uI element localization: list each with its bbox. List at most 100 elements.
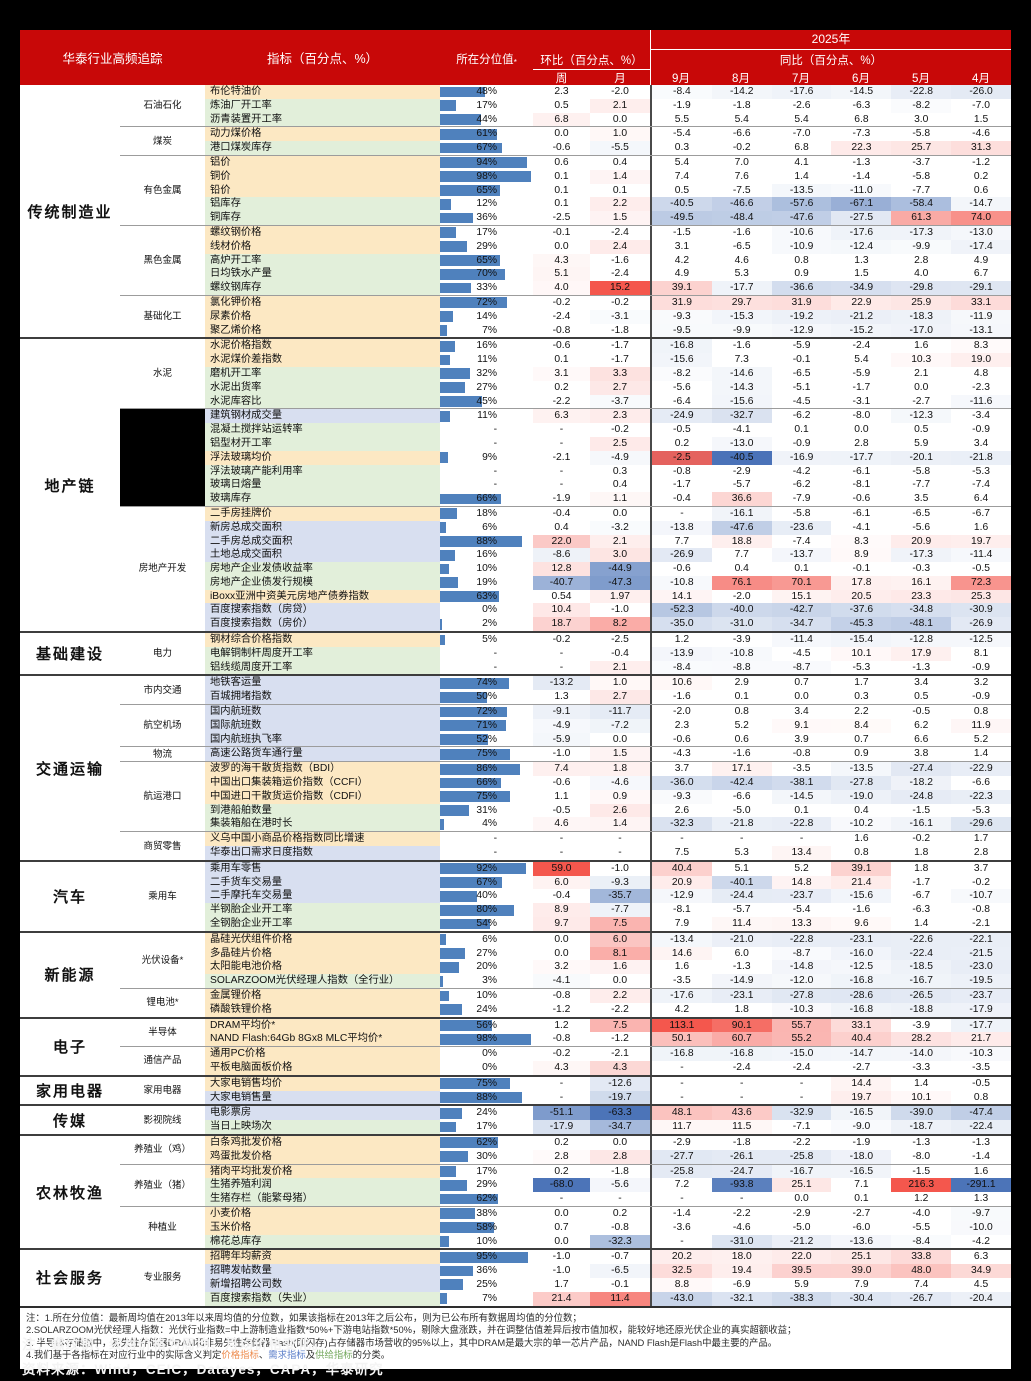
yoy-cell: -1.3 xyxy=(912,661,931,673)
yoy-cell: -22.8 xyxy=(771,932,832,947)
yoy-cells: 3.1 -6.5 -10.9 -12.4 -9.9 -17.4 xyxy=(650,239,1011,254)
yoy-cell: -6.2 xyxy=(792,410,811,422)
percentile-bar xyxy=(440,634,445,646)
yoy-cell: 15.1 xyxy=(771,589,832,604)
yoy-cell: -7.9 xyxy=(792,493,811,505)
yoy-cells: 4.2 1.8 -10.3 -16.8 -18.8 -17.9 xyxy=(650,1002,1011,1017)
percentile-value: 65% xyxy=(476,184,497,196)
yoy-cell: 6.6 xyxy=(914,733,929,745)
indicator-cell: 国内航班执飞率 xyxy=(205,732,440,747)
percentile-value: - xyxy=(493,465,497,477)
yoy-cell: 0.1 xyxy=(794,424,809,436)
wow-cell: -1.0 xyxy=(552,1265,571,1277)
table-title: 华泰行业高频追踪 xyxy=(62,52,163,66)
percentile-value: 30% xyxy=(476,1150,497,1162)
yoy-cell: 18.8 xyxy=(711,534,772,549)
percentile-value: 0% xyxy=(482,1048,497,1060)
yoy-cell: -18.2 xyxy=(891,776,952,790)
yoy-cell: -22.3 xyxy=(951,789,1011,804)
yoy-cell: -15.4 xyxy=(831,633,892,647)
yoy-cell: 55.7 xyxy=(771,1018,832,1033)
indicator-cell: 新增招聘公司数 xyxy=(205,1277,440,1292)
header-indicator-col: 指标（百分点、%） xyxy=(266,52,379,66)
yoy-cell: 19.0 xyxy=(951,353,1011,367)
yoy-cell: -6.4 xyxy=(673,395,691,407)
yoy-cell: - xyxy=(680,507,684,519)
table-row: 乘用车零售 92% 59.0 -1.0 40.4 5.1 5.2 39.1 1.8 3.7 xyxy=(205,861,1011,876)
mom-cell: -1.0 xyxy=(611,862,629,874)
yoy-cell: -3.5 xyxy=(673,975,691,987)
wow-cell: -0.6 xyxy=(552,142,571,154)
yoy-cell: -1.5 xyxy=(912,1165,931,1177)
yoy-cell: -47.6 xyxy=(711,520,772,535)
wow-cell: -2.5 xyxy=(552,212,571,224)
wow-cell: - xyxy=(559,661,564,673)
yoy-cell: - xyxy=(680,1091,684,1103)
yoy-cells: 14.1 -2.0 15.1 20.5 23.3 25.3 xyxy=(650,589,1011,604)
classification-term: 价格指标 xyxy=(221,1349,259,1361)
indicator-cell: 高速公路货车通行量 xyxy=(205,747,440,762)
percentile-cell: 61% xyxy=(440,127,533,141)
indicator-cell: 大家电销售均价 xyxy=(205,1076,440,1091)
percentile-value: 3% xyxy=(482,975,497,987)
header-week-col: 周 xyxy=(555,72,568,85)
yoy-cell: -4.2 xyxy=(792,465,811,477)
mom-cell: -12.6 xyxy=(590,1076,650,1091)
yoy-cell: -27.5 xyxy=(831,211,892,225)
yoy-cell: -27.8 xyxy=(831,776,892,790)
yoy-cell: 3.2 xyxy=(973,677,989,689)
mom-cell: 4.3 xyxy=(590,1060,650,1075)
percentile-value: 24% xyxy=(476,1003,497,1015)
yoy-cell: -14.9 xyxy=(711,974,772,988)
yoy-cell: -16.7 xyxy=(771,1164,832,1179)
table-row: 浮法玻璃产能利用率 - - 0.3 -0.8 -2.9 -4.2 -6.1 -5.8 -5.3 xyxy=(205,464,1011,479)
indicator-cell: 半钢胎企业开工率 xyxy=(205,903,440,918)
yoy-cell: - xyxy=(680,1061,684,1073)
indicator-cell: 百度搜索指数（房价） xyxy=(205,617,440,632)
yoy-cell: 22.3 xyxy=(831,141,892,155)
group: 物流 高速公路货车通行量 75% -1.0 1.5 -4.3 -1.6 -0.8 0.9 3.8 1… xyxy=(120,746,1011,762)
yoy-cell: 10.1 xyxy=(831,646,892,661)
group: 建筑钢材成交量 11% 6.3 2.3 -24.9 -32.7 -6.2 -8.0 -12.3-… xyxy=(120,408,1011,506)
yoy-cell: 0.8 xyxy=(734,706,749,718)
yoy-cell: -8.1 xyxy=(852,479,871,491)
yoy-cell: 13.4 xyxy=(771,846,832,860)
percentile-value: - xyxy=(493,847,497,859)
yoy-cell: 2.8 xyxy=(914,254,929,266)
percentile-bar xyxy=(440,536,522,547)
yoy-cell: 1.3 xyxy=(973,1193,989,1205)
percentile-value: 12% xyxy=(476,198,497,210)
yoy-cell: 5.2 xyxy=(973,733,989,745)
percentile-bar xyxy=(440,452,449,464)
yoy-cell: 76.1 xyxy=(711,575,772,590)
yoy-cell: -1.9 xyxy=(673,99,691,111)
classification-term: 供给指标 xyxy=(315,1349,353,1361)
table-row: 招聘发帖数量 36% -1.0 -6.5 32.5 19.4 39.5 39.0 48.0 34.… xyxy=(205,1264,1011,1278)
table-row: 水泥煤价差指数 11% 0.1 -1.7 -15.6 7.3 -0.1 5.4 10.3 19.0 xyxy=(205,353,1011,367)
percentile-bar xyxy=(440,948,466,959)
percentile-cell: 29% xyxy=(440,1178,533,1192)
yoy-cells: -16.8 -1.6 -5.9 -2.4 1.6 8.3 xyxy=(650,339,1011,354)
table-row: NAND Flash:64Gb 8Gx8 MLC平均价* 98% -0.8 -1.2 5… xyxy=(205,1032,1011,1047)
table-row: 电解铜制杆周度开工率 - - -0.4 -13.9 -10.8 -4.5 10.1 17.9 8.… xyxy=(205,646,1011,661)
percentile-cell: 16% xyxy=(440,339,533,353)
yoy-cell: -2.4 xyxy=(732,1061,751,1073)
yoy-cell: -46.6 xyxy=(711,197,772,212)
yoy-cell: 1.4 xyxy=(914,1077,929,1089)
yoy-cell: 0.6 xyxy=(973,184,989,196)
yoy-cells: - -2.4 -2.4 -2.7 -3.3 -3.5 xyxy=(650,1060,1011,1075)
yoy-cell: 7.4 xyxy=(914,1278,929,1290)
yoy-cell: -19.5 xyxy=(951,974,1011,988)
yoy-cell: 3.4 xyxy=(914,677,929,689)
percentile-value: 95% xyxy=(476,1251,497,1263)
group-rows: 钢材综合价格指数 5% -0.2 -2.5 1.2 -3.9 -11.4 -15.4 -12.8… xyxy=(205,633,1011,675)
percentile-bar xyxy=(440,720,507,732)
yoy-cell: -1.6 xyxy=(852,904,871,916)
group: 通信产品 通用PC价格 0% -0.2 -2.1 -16.8 -16.8 -15.0 -14.7… xyxy=(120,1046,1011,1075)
yoy-cell: -2.3 xyxy=(972,381,990,393)
group-rows: 电影票房 24% -51.1 -63.3 48.1 43.6 -32.9 -16.5 -39.0… xyxy=(205,1106,1011,1134)
wow-cell: -0.8 xyxy=(552,1033,571,1045)
yoy-cell: -5.7 xyxy=(732,479,751,491)
yoy-cell: -26.1 xyxy=(711,1149,772,1164)
yoy-cell: -4.1 xyxy=(732,424,751,436)
